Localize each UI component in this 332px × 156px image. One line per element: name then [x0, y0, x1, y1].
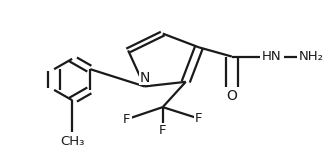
Text: HN: HN	[262, 50, 281, 63]
Text: O: O	[226, 89, 237, 103]
Text: F: F	[123, 113, 130, 126]
Text: NH₂: NH₂	[298, 50, 323, 63]
Text: CH₃: CH₃	[60, 135, 84, 148]
Text: F: F	[195, 112, 203, 125]
Text: F: F	[159, 124, 166, 137]
Text: N: N	[139, 71, 150, 85]
